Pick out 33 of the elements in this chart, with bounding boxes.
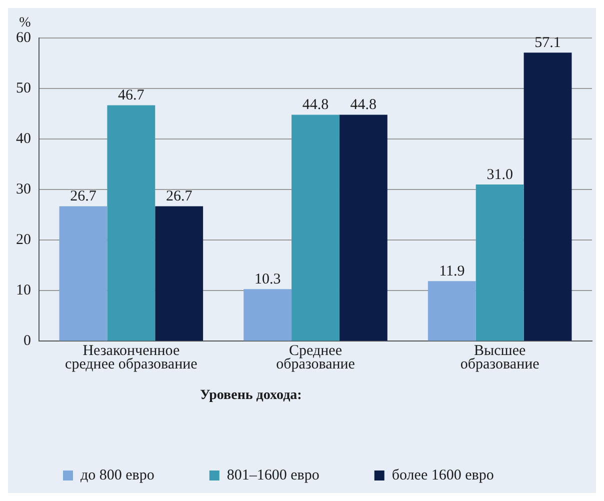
data-label: 44.8 [350,97,377,114]
legend-label: 801–1600 евро [226,467,320,484]
y-tick-label: 50 [16,80,31,96]
legend-label: до 800 евро [80,467,154,484]
bar [292,114,340,341]
bar [155,206,204,341]
data-label: 57.1 [534,35,561,52]
data-label: 44.8 [302,97,329,114]
y-tick-label: 30 [16,182,31,198]
bar [59,206,108,341]
bar [428,281,476,341]
x-tick-label: Незаконченное среднее образование [65,342,198,372]
legend-label: более 1600 евро [392,467,494,484]
data-label: 10.3 [254,272,281,288]
x-tick-label: Среднее образование [276,342,356,372]
bar [524,52,572,341]
y-tick-label: 20 [16,232,31,248]
legend-title: Уровень дохода: [200,388,302,403]
data-label: 26.7 [166,188,193,205]
y-tick-label: 60 [16,30,31,46]
data-label: 26.7 [70,188,97,205]
data-label: 31.0 [486,166,513,183]
data-label: 11.9 [439,264,465,280]
bar [107,105,156,341]
data-label: 46.7 [118,88,145,104]
bar [476,184,524,341]
bar [339,114,388,341]
y-tick-label: 10 [16,282,31,299]
x-tick-label: Высшее образование [460,342,540,372]
y-axis-title: % [19,16,32,31]
bar [244,289,292,341]
y-tick-label: 0 [24,333,31,350]
y-tick-label: 40 [16,131,31,148]
